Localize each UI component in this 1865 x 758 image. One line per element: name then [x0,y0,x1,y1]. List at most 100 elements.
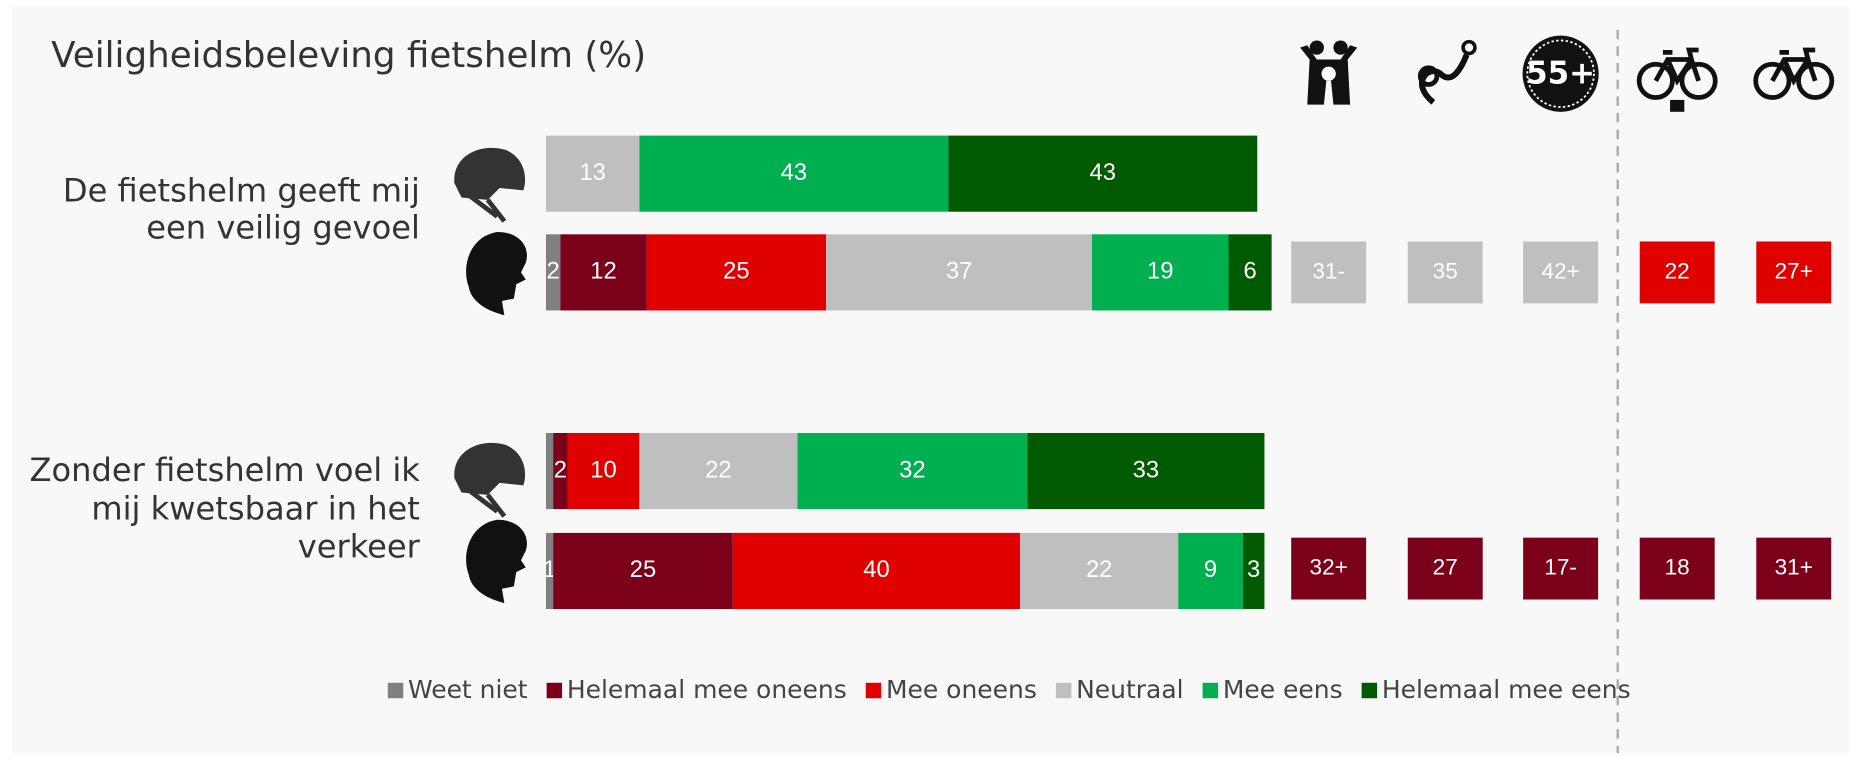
bar-label: 1 [543,556,556,583]
side-label: 17- [1544,555,1577,580]
badge-ring [1526,39,1595,108]
bar-label: 40 [863,556,889,583]
bar-segment [1020,532,1179,610]
side-box [1291,537,1367,600]
bar-label: 6 [1243,258,1256,285]
side-box [1407,241,1483,304]
frame [1653,47,1701,86]
side-box [1523,537,1599,600]
bar-segment [797,432,1028,510]
panel [11,5,1850,753]
side-label: 27 [1433,555,1458,580]
legend-swatch [546,682,563,699]
legend-swatch [387,682,404,699]
bar-segment [553,532,733,610]
bar-label: 43 [781,159,807,186]
bar-segment [545,234,561,311]
wheel [1753,61,1792,100]
wheel [1636,61,1675,100]
bar-segment [639,135,949,212]
side-box [1756,241,1832,304]
ebike-icon [1636,47,1718,112]
side-box [1407,537,1483,600]
legend-swatch [1361,682,1378,699]
legend-label: Helemaal mee eens [1382,675,1631,704]
bar-label: 3 [1247,556,1260,583]
category-label: verkeer [298,527,421,565]
legend-label: Helemaal mee oneens [567,675,847,704]
bar-segment [560,234,647,311]
legend-label: Weet niet [408,675,528,704]
helmet-shape [454,442,526,495]
bar-label: 25 [630,556,656,583]
head [1333,40,1348,55]
battery [1670,99,1685,112]
chart-body: Veiligheidsbeleving fietshelm (%) De fie… [11,5,1850,753]
bar-segment [545,135,640,212]
head [1309,40,1324,55]
side-label: 31- [1312,258,1345,283]
category-label: Zonder fietshelm voel ik [29,451,420,489]
bar-label: 2 [554,456,567,483]
bar-label: 33 [1133,456,1159,483]
side-label: 35 [1433,258,1458,283]
bar-segment [646,234,827,311]
chart-title: Veiligheidsbeleving fietshelm (%) [51,35,646,76]
helmet-icon [454,147,526,223]
category-label: De fietshelm geeft mij [63,172,420,210]
bar-label: 32 [899,456,925,483]
legend-swatch [1055,682,1072,699]
bar-segment [639,432,798,510]
helmet-shape [454,147,526,200]
child [1321,66,1336,81]
bar-label: 43 [1090,159,1116,186]
bar-segment [1228,234,1272,311]
age-icon: 55+ [1522,35,1599,112]
hair-icon [466,519,527,604]
legend-label: Mee oneens [886,675,1037,704]
category-label: een veilig gevoel [146,209,420,247]
side-label: 42+ [1541,258,1579,283]
frame [1770,47,1818,86]
bar-label: 9 [1204,556,1217,583]
bar-label: 22 [705,456,731,483]
bar-label: 13 [579,159,605,186]
bike-icon [1753,47,1835,100]
route-icon [1417,39,1477,105]
helmet-strap [467,193,507,223]
age-label: 55+ [1526,55,1595,91]
bar-segment [948,135,1258,212]
bar-label: 19 [1147,258,1173,285]
wheel [1679,61,1718,100]
pin [1417,65,1440,87]
bar-label: 22 [1086,556,1112,583]
side-label: 22 [1665,258,1690,283]
bar-segment [553,432,568,510]
bar-segment [545,432,554,510]
bar-segment [1178,532,1243,610]
helmet-icon [454,442,526,518]
pin2 [1461,39,1477,56]
route [1419,53,1470,105]
badge [1522,35,1599,112]
legend-label: Mee eens [1223,675,1343,704]
bar-label: 2 [547,258,560,285]
wheel [1796,61,1835,100]
side-box [1756,537,1832,600]
category-label: mij kwetsbaar in het [91,489,420,527]
bar-label: 37 [946,258,972,285]
side-label: 32+ [1310,555,1348,580]
side-box [1639,537,1715,600]
family-icon [1300,40,1358,105]
bar-segment [567,432,640,510]
bar-segment [826,234,1093,311]
hair-icon [466,231,527,316]
side-label: 31+ [1775,555,1813,580]
legend-label: Neutraal [1076,675,1183,704]
side-label: 18 [1665,555,1690,580]
side-label: 27+ [1775,258,1813,283]
bar-segment [1092,234,1229,311]
legend-swatch [1202,682,1219,699]
